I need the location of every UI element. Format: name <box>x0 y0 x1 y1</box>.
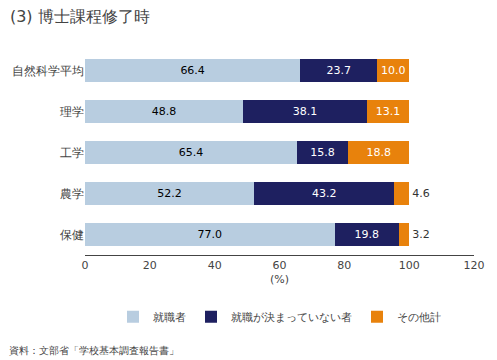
svg-text:40: 40 <box>208 259 222 272</box>
svg-text:23.7: 23.7 <box>326 64 351 77</box>
svg-text:52.2: 52.2 <box>157 187 182 200</box>
svg-text:20: 20 <box>143 259 157 272</box>
svg-text:理学: 理学 <box>60 105 84 119</box>
svg-text:19.8: 19.8 <box>354 228 379 241</box>
svg-text:18.8: 18.8 <box>366 146 391 159</box>
svg-text:0: 0 <box>82 259 89 272</box>
svg-text:自然科学平均: 自然科学平均 <box>12 64 84 78</box>
svg-text:(%): (%) <box>270 273 289 286</box>
svg-text:資料：文部省「学校基本調査報告書」: 資料：文部省「学校基本調査報告書」 <box>9 345 179 356</box>
svg-text:38.1: 38.1 <box>293 105 318 118</box>
svg-text:4.6: 4.6 <box>412 187 430 200</box>
svg-text:66.4: 66.4 <box>180 64 205 77</box>
svg-text:その他計: その他計 <box>397 311 441 324</box>
svg-text:(3) 博士課程修了時: (3) 博士課程修了時 <box>10 7 150 26</box>
svg-text:工学: 工学 <box>60 146 84 160</box>
svg-text:13.1: 13.1 <box>376 105 401 118</box>
svg-text:15.8: 15.8 <box>310 146 335 159</box>
svg-text:保健: 保健 <box>60 228 84 242</box>
svg-text:60: 60 <box>273 259 287 272</box>
svg-text:100: 100 <box>399 259 420 272</box>
svg-text:農学: 農学 <box>60 187 84 201</box>
svg-text:就職が決まっていない者: 就職が決まっていない者 <box>231 311 352 324</box>
svg-text:65.4: 65.4 <box>179 146 204 159</box>
svg-text:10.0: 10.0 <box>381 64 406 77</box>
svg-text:77.0: 77.0 <box>198 228 223 241</box>
svg-text:就職者: 就職者 <box>153 311 186 324</box>
svg-text:80: 80 <box>337 259 351 272</box>
svg-text:48.8: 48.8 <box>152 105 177 118</box>
svg-text:3.2: 3.2 <box>412 228 430 241</box>
svg-text:120: 120 <box>464 259 485 272</box>
svg-text:43.2: 43.2 <box>312 187 337 200</box>
